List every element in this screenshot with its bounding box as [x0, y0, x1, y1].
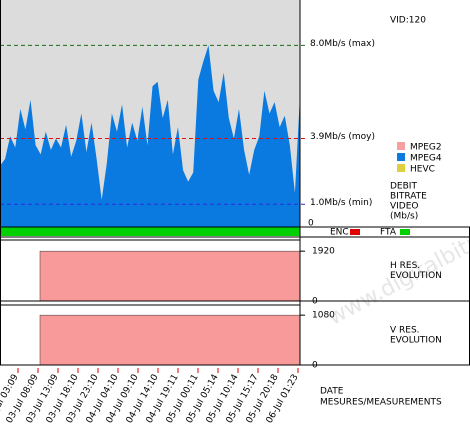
- legend-label: MPEG4: [410, 154, 442, 164]
- x-axis-title: DATE: [320, 387, 344, 397]
- y-tick-label: 0: [308, 219, 314, 229]
- axis-label: DEBIT: [390, 182, 417, 192]
- legend-swatch: [397, 142, 405, 150]
- axis-label: H RES.: [390, 261, 420, 271]
- y-tick-label: 1920: [312, 247, 335, 257]
- flag-label: FTA: [380, 228, 397, 238]
- legend-swatch: [397, 153, 405, 161]
- resolution-bar: [39, 314, 301, 366]
- legend-swatch: [397, 164, 405, 172]
- x-axis-title: MESURES/MEASUREMENTS: [320, 398, 442, 408]
- bitrate-area: [0, 45, 300, 228]
- flag-swatch: [400, 229, 410, 235]
- vid: VID:120: [390, 16, 426, 26]
- y-tick-label: 1080: [312, 311, 335, 321]
- axis-label: EVOLUTION: [390, 336, 442, 346]
- axis-label: VIDEO: [390, 202, 419, 212]
- axis-label: V RES.: [390, 326, 420, 336]
- axis-label: BITRATE: [390, 192, 427, 202]
- fta-bar: [0, 227, 300, 236]
- axis-label: EVOLUTION: [390, 271, 442, 281]
- ref-label: 1.0Mb/s (min): [310, 198, 372, 208]
- legend-label: HEVC: [410, 165, 435, 175]
- flag-label: ENC: [330, 228, 349, 238]
- ref-label: 8.0Mb/s (max): [310, 39, 375, 49]
- ref-label: 3.9Mb/s (moy): [310, 132, 375, 142]
- flag-swatch: [350, 229, 360, 235]
- legend-label: MPEG2: [410, 143, 442, 153]
- axis-label: (Mb/s): [390, 212, 418, 222]
- resolution-bar: [39, 250, 301, 302]
